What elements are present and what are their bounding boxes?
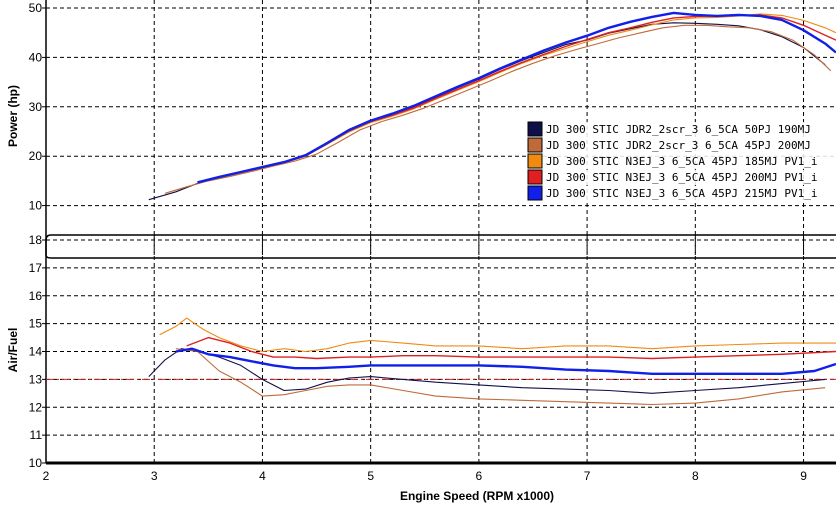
power-axis-label: Power (hp) [6, 85, 20, 147]
afr-series-line-4 [186, 336, 836, 360]
legend-swatch [527, 169, 543, 185]
x-tick-label: 4 [259, 469, 266, 483]
x-axis-label: Engine Speed (RPM x1000) [400, 489, 554, 503]
x-tick-label: 8 [692, 469, 699, 483]
x-tick-label: 9 [800, 469, 807, 483]
power-y-tick-label: 50 [29, 1, 43, 15]
x-tick-label: 7 [584, 469, 591, 483]
legend-entry-bg [543, 154, 836, 169]
afr-y-tick-label: 16 [29, 289, 43, 303]
afr-y-tick-label: 15 [29, 317, 43, 331]
afr-y-tick-label: 18 [29, 233, 43, 247]
legend-entry: JD 300 STIC JDR2_2scr_3 6_5CA 45PJ 200MJ [546, 139, 811, 152]
power-y-tick-label: 30 [29, 100, 43, 114]
afr-series-line-3 [159, 317, 836, 353]
afr-frame [45, 234, 836, 463]
afr-series-line-2 [175, 348, 826, 406]
legend-entry: JD 300 STIC N3EJ_3 6_5CA 45PJ 185MJ PV1_… [546, 155, 818, 168]
air-fuel-panel: 2 3 4 5 6 7 8 9 10 11 12 13 14 15 16 17 18 [29, 233, 836, 483]
power-y-tick-label: 10 [29, 199, 43, 213]
legend-swatch [527, 121, 543, 137]
legend-entry-bg [543, 186, 836, 201]
x-tick-label: 5 [367, 469, 374, 483]
x-tick-label: 3 [151, 469, 158, 483]
legend-swatch [527, 137, 543, 153]
afr-y-tick-label: 12 [29, 400, 43, 414]
legend-entry: JD 300 STIC JDR2_2scr_3 6_5CA 50PJ 190MJ [546, 123, 811, 136]
legend-swatch [527, 185, 543, 201]
afr-y-tick-label: 11 [30, 428, 43, 442]
legend-entry-bg [543, 122, 836, 137]
legend-swatch [527, 153, 543, 169]
legend-entry-bg [543, 170, 836, 185]
x-tick-label: 6 [476, 469, 483, 483]
power-y-tick-label: 40 [29, 50, 43, 64]
legend-entry: JD 300 STIC N3EJ_3 6_5CA 45PJ 200MJ PV1_… [546, 171, 818, 184]
legend: JD 300 STIC JDR2_2scr_3 6_5CA 50PJ 190MJ… [527, 121, 836, 201]
legend-entry-bg [543, 138, 836, 153]
afr-y-tick-label: 10 [29, 456, 43, 470]
afr-y-tick-label: 14 [29, 345, 43, 359]
power-panel: 10 20 30 40 50 [29, 0, 836, 259]
air-fuel-axis-label: Air/Fuel [6, 328, 20, 373]
afr-series-line-1 [148, 348, 826, 394]
power-y-tick-label: 20 [29, 149, 43, 163]
afr-y-tick-label: 13 [29, 372, 43, 386]
afr-y-tick-label: 17 [29, 261, 43, 275]
afr-series-line-5 [175, 347, 836, 375]
x-tick-label: 2 [43, 469, 50, 483]
legend-entry: JD 300 STIC N3EJ_3 6_5CA 45PJ 215MJ PV1_… [546, 187, 818, 200]
power-series-line-5 [197, 11, 836, 184]
